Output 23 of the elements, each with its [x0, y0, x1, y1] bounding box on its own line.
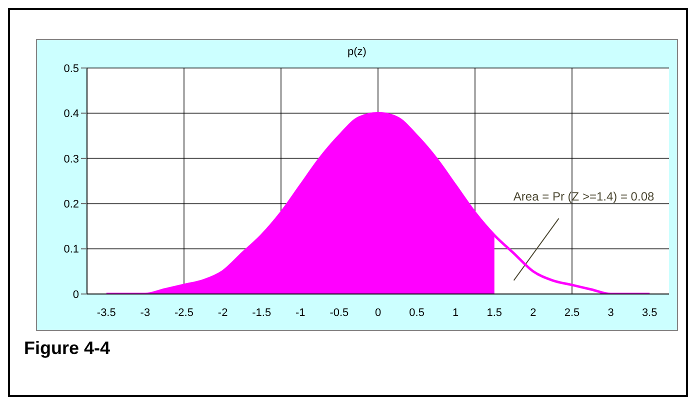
- y-tick-label: 0.1: [64, 244, 79, 256]
- x-tick-label: -2: [218, 306, 228, 319]
- y-tick-label: 0.5: [64, 62, 79, 75]
- y-tick-label: 0.3: [64, 153, 79, 166]
- x-tick-label: -3.5: [96, 306, 116, 319]
- y-tick-label: 0: [72, 288, 79, 301]
- x-tick-label: -1.5: [252, 306, 272, 319]
- y-tick-label: 0.2: [64, 198, 79, 211]
- caption: Figure 4-4: [24, 338, 110, 359]
- x-tick-label: 1: [452, 306, 459, 319]
- y-tick-label: 0.4: [64, 108, 79, 120]
- chart-title: p(z): [346, 46, 368, 58]
- x-tick-label: 3: [608, 306, 614, 319]
- x-tick-label: -0.5: [330, 306, 349, 319]
- x-tick-label: 2: [530, 306, 536, 319]
- x-tick-label: 2.5: [564, 306, 580, 319]
- x-tick-label: 3.5: [642, 306, 658, 319]
- x-tick-label: 1.5: [486, 306, 502, 319]
- x-tick-label: 0: [374, 306, 382, 319]
- x-tick-label: -1: [296, 306, 306, 319]
- x-tick-label: -3: [140, 306, 150, 319]
- x-tick-label: 0.5: [409, 306, 424, 319]
- x-tick-label: -2.5: [174, 306, 194, 319]
